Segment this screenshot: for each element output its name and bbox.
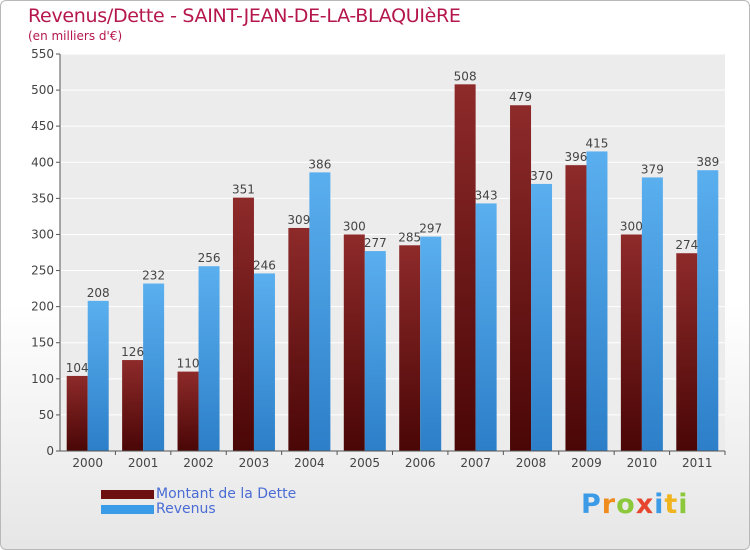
y-tick-label: 100 xyxy=(31,372,54,386)
bar-dette xyxy=(510,105,532,452)
data-label-revenus: 232 xyxy=(142,269,165,283)
x-tick-label: 2008 xyxy=(516,456,547,470)
data-label-dette: 479 xyxy=(509,90,532,104)
bar-dette xyxy=(343,234,365,451)
bar-revenus xyxy=(475,203,497,451)
y-tick-label: 200 xyxy=(31,300,54,314)
y-tick-label: 350 xyxy=(31,191,54,205)
bar-revenus xyxy=(198,266,220,451)
bar-dette xyxy=(399,245,421,451)
bar-dette xyxy=(288,227,310,451)
chart-title: Revenus/Dette - SAINT-JEAN-DE-LA-BLAQUIè… xyxy=(28,5,461,27)
y-tick-label: 300 xyxy=(31,227,54,241)
y-tick-label: 150 xyxy=(31,336,54,350)
data-label-dette: 300 xyxy=(343,219,366,233)
y-tick-label: 250 xyxy=(31,264,54,278)
data-label-revenus: 208 xyxy=(87,286,110,300)
bar-dette xyxy=(232,197,254,451)
data-label-revenus: 343 xyxy=(475,188,498,202)
y-tick-label: 450 xyxy=(31,119,54,133)
bar-dette xyxy=(177,371,199,451)
data-label-dette: 351 xyxy=(232,183,255,197)
bar-dette xyxy=(676,253,698,451)
x-tick-label: 2005 xyxy=(350,456,381,470)
bar-revenus xyxy=(87,300,109,451)
data-label-revenus: 297 xyxy=(419,222,442,236)
data-label-revenus: 415 xyxy=(586,136,609,150)
bar-revenus xyxy=(253,273,275,451)
bar-revenus xyxy=(586,151,608,452)
x-tick-label: 2000 xyxy=(72,456,103,470)
bar-dette xyxy=(565,165,587,451)
legend-swatch-revenus xyxy=(101,505,154,514)
data-label-dette: 126 xyxy=(121,345,144,359)
bar-dette xyxy=(122,360,144,451)
data-label-dette: 104 xyxy=(66,361,89,375)
data-label-dette: 309 xyxy=(287,213,310,227)
x-tick-label: 2002 xyxy=(183,456,214,470)
bar-revenus xyxy=(697,170,719,452)
data-label-revenus: 370 xyxy=(530,169,553,183)
legend-label-revenus: Revenus xyxy=(156,501,216,517)
bar-dette xyxy=(66,375,88,451)
data-label-dette: 300 xyxy=(620,219,643,233)
legend-label-dette: Montant de la Dette xyxy=(156,486,297,502)
plot-area xyxy=(60,54,725,451)
y-tick-label: 50 xyxy=(39,408,54,422)
data-label-dette: 396 xyxy=(565,150,588,164)
x-tick-label: 2010 xyxy=(627,456,658,470)
data-label-revenus: 246 xyxy=(253,258,276,272)
bar-revenus xyxy=(641,177,663,451)
bar-dette xyxy=(620,234,642,451)
data-label-revenus: 379 xyxy=(641,162,664,176)
x-tick-label: 2003 xyxy=(239,456,270,470)
data-label-dette: 508 xyxy=(454,69,477,83)
x-tick-label: 2001 xyxy=(128,456,159,470)
data-label-revenus: 389 xyxy=(696,155,719,169)
data-label-revenus: 277 xyxy=(364,236,387,250)
bar-dette xyxy=(454,84,476,452)
bar-revenus xyxy=(420,236,442,451)
proxiti-logo: Proxiti xyxy=(581,489,689,520)
x-tick-label: 2004 xyxy=(294,456,325,470)
bar-revenus xyxy=(309,172,331,452)
x-tick-label: 2006 xyxy=(405,456,436,470)
bar-revenus xyxy=(364,251,386,451)
y-tick-label: 500 xyxy=(31,83,54,97)
bar-revenus xyxy=(531,183,553,451)
data-label-dette: 285 xyxy=(398,230,421,244)
y-tick-label: 400 xyxy=(31,155,54,169)
data-label-revenus: 256 xyxy=(198,251,221,265)
data-label-dette: 274 xyxy=(675,238,698,252)
y-tick-label: 550 xyxy=(31,47,54,61)
legend-swatch-dette xyxy=(101,490,154,499)
x-tick-label: 2007 xyxy=(460,456,491,470)
y-tick-label: 0 xyxy=(46,444,54,458)
x-tick-label: 2009 xyxy=(571,456,602,470)
data-label-revenus: 386 xyxy=(308,157,331,171)
x-tick-label: 2011 xyxy=(682,456,713,470)
chart-subtitle: (en milliers d'€) xyxy=(28,29,123,43)
bar-revenus xyxy=(143,283,165,451)
data-label-dette: 110 xyxy=(177,357,200,371)
